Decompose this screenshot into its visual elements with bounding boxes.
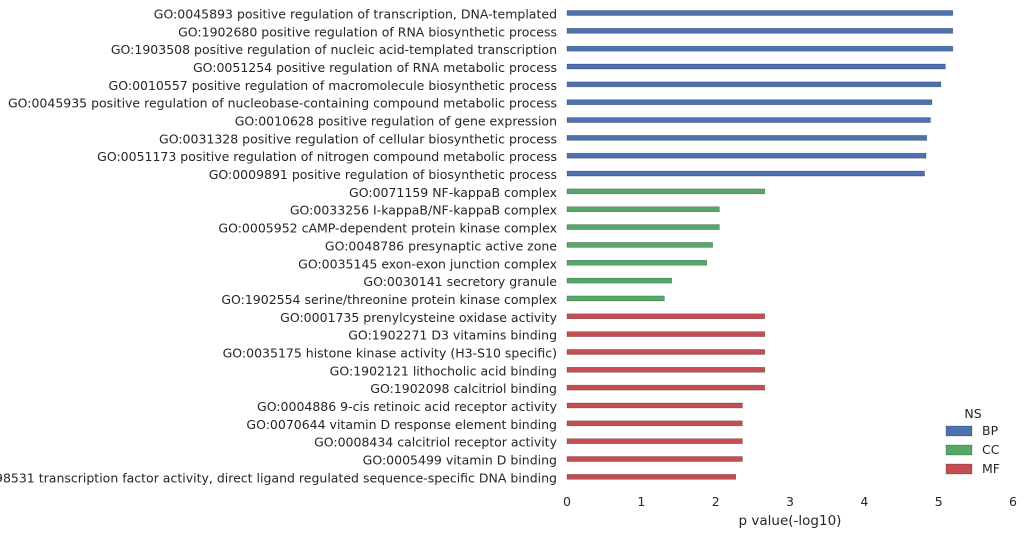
bar-2 bbox=[566, 45, 954, 52]
legend-title: NS bbox=[964, 406, 981, 421]
bar-4 bbox=[566, 81, 942, 88]
category-label-4: GO:0010557 positive regulation of macrom… bbox=[109, 78, 557, 93]
bars-group bbox=[566, 10, 954, 480]
category-label-12: GO:0005952 cAMP-dependent protein kinase… bbox=[218, 221, 557, 236]
bar-1 bbox=[566, 28, 954, 34]
x-tick-label-0: 0 bbox=[563, 494, 571, 509]
category-label-17: GO:0001735 prenylcysteine oxidase activi… bbox=[280, 310, 557, 325]
x-tick-label-4: 4 bbox=[860, 494, 868, 509]
legend-entries: BP CC MF bbox=[945, 423, 1000, 476]
category-labels: GO:0045893 positive regulation of transc… bbox=[0, 7, 558, 486]
legend-swatch-cc bbox=[945, 444, 973, 456]
bar-3 bbox=[566, 63, 946, 70]
category-label-6: GO:0010628 positive regulation of gene e… bbox=[235, 114, 557, 129]
category-label-3: GO:0051254 positive regulation of RNA me… bbox=[193, 60, 557, 75]
category-label-20: GO:1902121 lithocholic acid binding bbox=[330, 363, 557, 378]
legend-label-bp: BP bbox=[982, 423, 999, 438]
category-label-16: GO:1902554 serine/threonine protein kina… bbox=[221, 292, 557, 307]
x-tick-label-3: 3 bbox=[786, 494, 794, 509]
bar-11 bbox=[566, 206, 720, 213]
category-label-5: GO:0045935 positive regulation of nucleo… bbox=[8, 96, 557, 111]
category-label-22: GO:0004886 9-cis retinoic acid receptor … bbox=[257, 399, 558, 414]
bar-16 bbox=[566, 295, 665, 302]
bar-12 bbox=[566, 224, 720, 230]
bar-9 bbox=[566, 170, 925, 177]
bar-7 bbox=[566, 135, 928, 141]
legend-label-cc: CC bbox=[982, 442, 1000, 457]
bar-5 bbox=[566, 99, 933, 105]
category-label-13: GO:0048786 presynaptic active zone bbox=[325, 238, 557, 253]
bar-13 bbox=[566, 242, 713, 248]
x-axis-label: p value(-log10) bbox=[739, 513, 842, 529]
legend: NS BP CC MF bbox=[945, 406, 1000, 476]
category-label-19: GO:0035175 histone kinase activity (H3-S… bbox=[223, 345, 557, 360]
bar-17 bbox=[566, 313, 766, 320]
category-label-24: GO:0008434 calcitriol receptor activity bbox=[314, 435, 558, 450]
category-label-8: GO:0051173 positive regulation of nitrog… bbox=[97, 149, 557, 164]
category-label-26: GO:0098531 transcription factor activity… bbox=[0, 470, 557, 485]
bar-19 bbox=[566, 349, 766, 355]
category-label-15: GO:0030141 secretory granule bbox=[363, 274, 557, 289]
category-label-10: GO:0071159 NF-kappaB complex bbox=[349, 185, 557, 200]
bar-21 bbox=[566, 384, 766, 391]
bar-24 bbox=[566, 438, 743, 444]
category-label-21: GO:1902098 calcitriol binding bbox=[370, 381, 557, 396]
bar-23 bbox=[566, 420, 743, 427]
category-label-25: GO:0005499 vitamin D binding bbox=[363, 453, 557, 468]
category-label-23: GO:0070644 vitamin D response element bi… bbox=[246, 417, 557, 432]
category-label-0: GO:0045893 positive regulation of transc… bbox=[154, 7, 557, 22]
category-label-18: GO:1902271 D3 vitamins binding bbox=[348, 328, 557, 343]
category-label-11: GO:0033256 I-kappaB/NF-kappaB complex bbox=[290, 203, 557, 218]
legend-swatch-bp bbox=[945, 425, 973, 437]
bar-15 bbox=[566, 277, 673, 284]
legend-swatch-mf bbox=[945, 463, 973, 475]
bar-26 bbox=[566, 474, 737, 480]
bar-10 bbox=[566, 188, 766, 195]
bar-25 bbox=[566, 456, 743, 462]
bar-6 bbox=[566, 117, 931, 123]
bar-0 bbox=[566, 10, 954, 16]
bar-18 bbox=[566, 331, 766, 337]
bar-14 bbox=[566, 259, 708, 266]
category-label-7: GO:0031328 positive regulation of cellul… bbox=[159, 131, 557, 146]
legend-label-mf: MF bbox=[982, 461, 1000, 476]
bar-22 bbox=[566, 402, 743, 409]
x-tick-label-1: 1 bbox=[637, 494, 645, 509]
category-label-14: GO:0035145 exon-exon junction complex bbox=[298, 256, 557, 271]
bar-20 bbox=[566, 366, 766, 373]
x-tick-label-2: 2 bbox=[712, 494, 720, 509]
x-tick-label-6: 6 bbox=[1009, 494, 1017, 509]
category-label-1: GO:1902680 positive regulation of RNA bi… bbox=[178, 24, 557, 39]
bar-8 bbox=[566, 152, 927, 159]
x-tick-label-5: 5 bbox=[935, 494, 943, 509]
category-label-2: GO:1903508 positive regulation of nuclei… bbox=[111, 42, 557, 57]
category-label-9: GO:0009891 positive regulation of biosyn… bbox=[209, 167, 557, 182]
x-axis-ticks: 0 1 2 3 4 5 6 bbox=[563, 494, 1017, 509]
